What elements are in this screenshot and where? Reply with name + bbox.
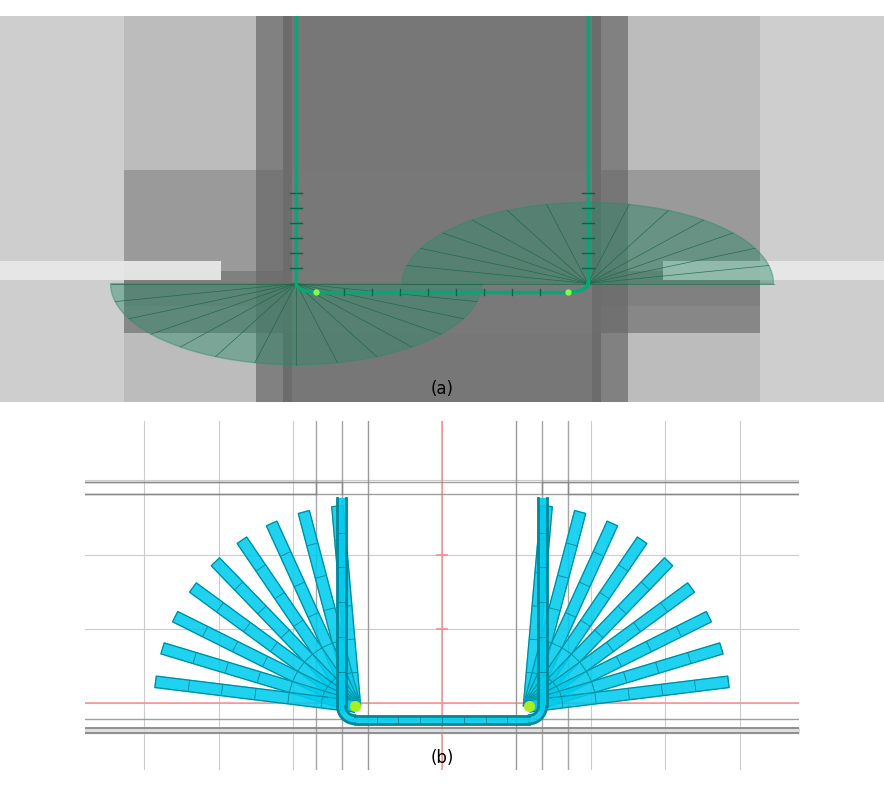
Polygon shape bbox=[523, 511, 586, 707]
Bar bbox=[663, 261, 884, 281]
Polygon shape bbox=[526, 583, 695, 711]
Bar bbox=[124, 171, 760, 306]
Polygon shape bbox=[172, 612, 357, 711]
Polygon shape bbox=[524, 521, 618, 709]
Polygon shape bbox=[527, 612, 712, 711]
Polygon shape bbox=[528, 643, 723, 712]
Polygon shape bbox=[161, 643, 356, 712]
Bar bbox=[592, 16, 628, 402]
Polygon shape bbox=[155, 676, 355, 712]
Bar bbox=[256, 16, 292, 402]
Bar bbox=[124, 271, 760, 332]
Bar bbox=[124, 16, 283, 402]
Polygon shape bbox=[524, 537, 647, 710]
Polygon shape bbox=[402, 203, 774, 284]
Polygon shape bbox=[110, 284, 482, 365]
Polygon shape bbox=[525, 558, 673, 711]
Text: (b): (b) bbox=[431, 748, 453, 766]
Bar bbox=[601, 16, 760, 402]
Polygon shape bbox=[189, 583, 358, 711]
Polygon shape bbox=[332, 505, 361, 707]
Bar bbox=[283, 16, 601, 402]
Polygon shape bbox=[266, 521, 360, 709]
Polygon shape bbox=[211, 558, 359, 711]
Polygon shape bbox=[529, 707, 546, 724]
Polygon shape bbox=[298, 511, 361, 707]
Polygon shape bbox=[338, 707, 355, 724]
Polygon shape bbox=[529, 676, 729, 712]
Polygon shape bbox=[237, 537, 360, 710]
Polygon shape bbox=[523, 505, 552, 707]
Text: (a): (a) bbox=[431, 380, 453, 399]
Bar bbox=[0, 261, 221, 281]
